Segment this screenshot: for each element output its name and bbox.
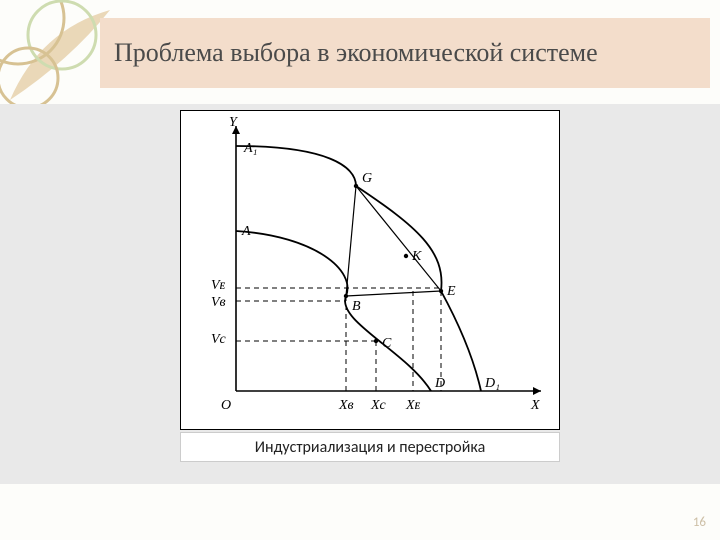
svg-text:Vв: Vв	[211, 295, 226, 310]
svg-text:Xв: Xв	[338, 398, 354, 413]
svg-text:Vс: Vс	[211, 332, 227, 347]
svg-text:K: K	[411, 249, 422, 264]
svg-text:O: O	[221, 398, 231, 413]
page-number: 16	[693, 515, 706, 530]
svg-text:E: E	[446, 284, 456, 299]
svg-text:Y: Y	[229, 115, 239, 130]
svg-text:A₁: A₁	[243, 141, 257, 156]
slide: Проблема выбора в экономической системе …	[0, 0, 720, 540]
ppf-svg: Y X O A A₁ B C D D₁ G E K Vᴇ Vв Vс Xв Xс Xᴇ	[181, 111, 561, 431]
title-band: Проблема выбора в экономической системе	[100, 18, 710, 88]
svg-text:C: C	[382, 336, 392, 351]
svg-text:D₁: D₁	[484, 376, 500, 391]
slide-title: Проблема выбора в экономической системе	[114, 38, 598, 68]
svg-text:B: B	[352, 299, 361, 314]
svg-text:Xᴇ: Xᴇ	[405, 398, 421, 413]
svg-text:Vᴇ: Vᴇ	[211, 278, 226, 293]
ppf-diagram: Y X O A A₁ B C D D₁ G E K Vᴇ Vв Vс Xв Xс Xᴇ	[180, 110, 560, 430]
svg-text:D: D	[434, 376, 445, 391]
diagram-caption: Индустриализация и перестройка	[255, 438, 485, 457]
svg-text:G: G	[362, 171, 372, 186]
svg-text:X: X	[530, 398, 540, 413]
caption-band: Индустриализация и перестройка	[180, 432, 560, 462]
svg-text:A: A	[241, 224, 251, 239]
svg-text:Xс: Xс	[370, 398, 387, 413]
